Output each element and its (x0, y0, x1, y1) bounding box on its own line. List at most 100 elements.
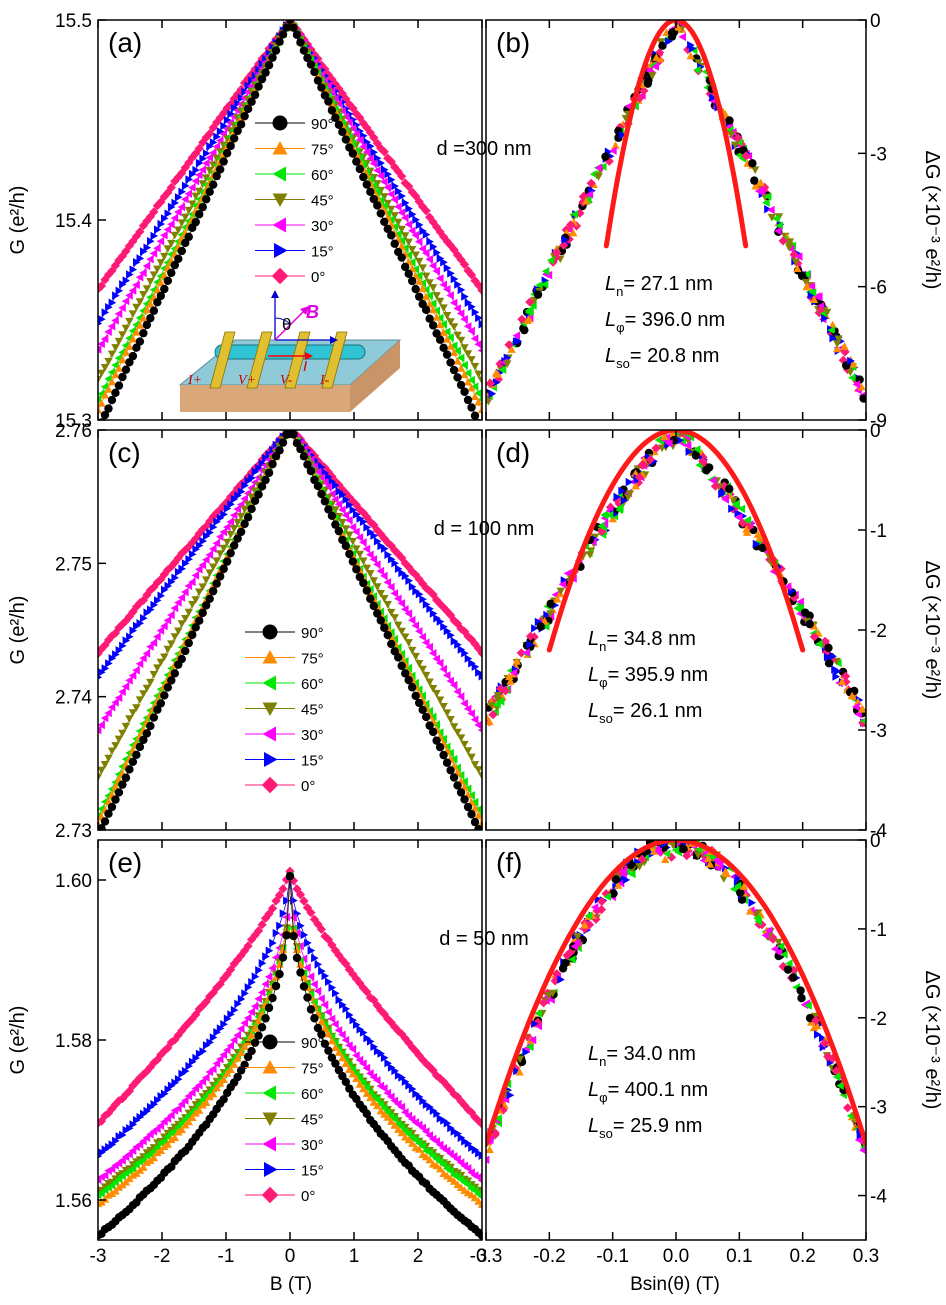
data-point (415, 1092, 424, 1102)
data-point (618, 486, 626, 496)
data-point (370, 148, 378, 157)
data-point (470, 1186, 479, 1195)
data-point (405, 204, 413, 213)
data-point (415, 1145, 424, 1153)
data-point (153, 705, 162, 714)
data-point (219, 157, 228, 166)
data-point (540, 617, 549, 625)
data-point (100, 364, 110, 372)
data-point (404, 639, 413, 647)
data-point (390, 1121, 399, 1129)
data-point (346, 1010, 354, 1020)
data-point (184, 189, 193, 198)
data-point (244, 983, 253, 992)
data-point (121, 682, 130, 691)
data-point (156, 259, 165, 267)
data-point (380, 201, 388, 211)
data-point (101, 664, 110, 673)
data-point (635, 863, 644, 871)
data-point (840, 342, 849, 350)
data-point (223, 1045, 231, 1055)
data-point (847, 691, 857, 700)
data-point (180, 1021, 190, 1031)
data-point (456, 309, 465, 318)
data-point (195, 541, 204, 550)
data-point (609, 889, 618, 898)
data-point (306, 908, 316, 918)
data-point (112, 291, 120, 300)
data-point (819, 1033, 827, 1043)
data-point (394, 229, 402, 239)
data-point (111, 795, 120, 804)
data-point (763, 192, 772, 201)
data-point (408, 1084, 417, 1094)
data-point (152, 201, 162, 211)
data-point (206, 1038, 214, 1047)
data-point (432, 689, 441, 698)
data-point (449, 773, 459, 782)
data-point (793, 604, 801, 613)
data-point (461, 649, 469, 658)
data-point (523, 316, 532, 324)
data-point (443, 263, 452, 273)
data-point (394, 1125, 403, 1133)
data-point (597, 896, 607, 906)
data-point (320, 64, 330, 74)
data-point (439, 232, 449, 242)
legend-marker (271, 267, 289, 285)
data-point (152, 577, 162, 588)
data-point (351, 974, 361, 984)
data-point (814, 1030, 822, 1039)
data-point (853, 697, 863, 706)
data-point (100, 817, 110, 826)
plot-area (486, 20, 866, 406)
data-point (449, 1177, 459, 1185)
data-point (135, 298, 145, 306)
data-point (760, 182, 770, 192)
data-point (440, 258, 448, 267)
data-point (709, 476, 717, 485)
data-point (164, 581, 172, 591)
data-point (181, 1066, 190, 1076)
data-point (383, 1088, 392, 1098)
data-point (209, 1089, 218, 1098)
data-point (805, 619, 814, 629)
data-point (538, 998, 549, 1008)
data-point (115, 646, 124, 655)
data-point (785, 244, 794, 252)
data-point (492, 378, 501, 387)
data-point (257, 988, 266, 997)
data-point (486, 712, 491, 721)
data-point (380, 544, 389, 553)
data-point (460, 344, 469, 352)
data-point (143, 243, 152, 252)
data-point (327, 489, 336, 499)
data-point (233, 89, 243, 99)
data-point (233, 1072, 242, 1082)
data-point (761, 931, 770, 940)
data-point (460, 740, 469, 749)
data-point (435, 335, 445, 344)
data-point (474, 805, 482, 814)
data-point (310, 475, 319, 485)
y-axis-label: G (e²/h) (7, 1006, 29, 1075)
data-point (184, 1117, 193, 1126)
data-point (324, 505, 333, 514)
data-point (411, 621, 419, 630)
data-point (543, 610, 551, 620)
data-point (625, 490, 635, 498)
data-point (209, 522, 218, 532)
data-point (254, 1031, 263, 1040)
data-point (164, 209, 172, 218)
data-point (504, 340, 514, 350)
data-point (401, 213, 409, 222)
fit-parameter: Lφ= 396.0 nm (605, 309, 725, 335)
data-point (229, 1060, 239, 1068)
data-point (449, 298, 458, 308)
data-point (597, 526, 607, 536)
x-tick-label: 0 (285, 1246, 296, 1267)
data-point (774, 226, 782, 236)
data-point (139, 314, 148, 322)
data-point (334, 526, 344, 536)
data-point (362, 1109, 371, 1118)
